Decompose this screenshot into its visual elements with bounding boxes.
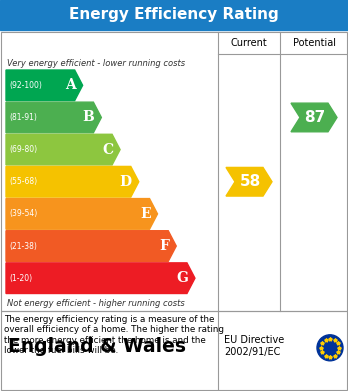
Text: 58: 58 bbox=[239, 174, 261, 189]
Text: (81-91): (81-91) bbox=[9, 113, 37, 122]
Polygon shape bbox=[6, 70, 82, 100]
Polygon shape bbox=[226, 167, 272, 196]
Text: (21-38): (21-38) bbox=[9, 242, 37, 251]
Text: Not energy efficient - higher running costs: Not energy efficient - higher running co… bbox=[7, 300, 185, 308]
Text: D: D bbox=[120, 175, 132, 189]
Text: (92-100): (92-100) bbox=[9, 81, 42, 90]
Text: (1-20): (1-20) bbox=[9, 274, 32, 283]
Text: England & Wales: England & Wales bbox=[8, 337, 186, 356]
Text: (55-68): (55-68) bbox=[9, 177, 37, 186]
Text: The energy efficiency rating is a measure of the
overall efficiency of a home. T: The energy efficiency rating is a measur… bbox=[4, 315, 224, 355]
Text: (39-54): (39-54) bbox=[9, 210, 37, 219]
Polygon shape bbox=[6, 102, 101, 133]
Polygon shape bbox=[6, 199, 158, 229]
Polygon shape bbox=[6, 134, 120, 165]
Polygon shape bbox=[291, 103, 337, 132]
Text: Very energy efficient - lower running costs: Very energy efficient - lower running co… bbox=[7, 59, 185, 68]
Polygon shape bbox=[6, 263, 195, 294]
Polygon shape bbox=[6, 231, 176, 261]
Polygon shape bbox=[6, 167, 139, 197]
Text: EU Directive
2002/91/EC: EU Directive 2002/91/EC bbox=[224, 335, 284, 357]
Text: E: E bbox=[140, 207, 151, 221]
Bar bbox=[1, 311, 347, 390]
Text: 87: 87 bbox=[304, 110, 326, 125]
Text: Energy Efficiency Rating: Energy Efficiency Rating bbox=[69, 7, 279, 23]
Text: B: B bbox=[82, 111, 94, 124]
Text: Current: Current bbox=[231, 38, 267, 48]
Text: C: C bbox=[102, 143, 113, 157]
Circle shape bbox=[317, 335, 343, 361]
Text: A: A bbox=[65, 78, 76, 92]
Bar bbox=[1, 32, 347, 311]
Text: G: G bbox=[176, 271, 188, 285]
Bar bbox=[0, 0, 348, 30]
Text: F: F bbox=[159, 239, 169, 253]
Text: Potential: Potential bbox=[293, 38, 335, 48]
Text: (69-80): (69-80) bbox=[9, 145, 37, 154]
